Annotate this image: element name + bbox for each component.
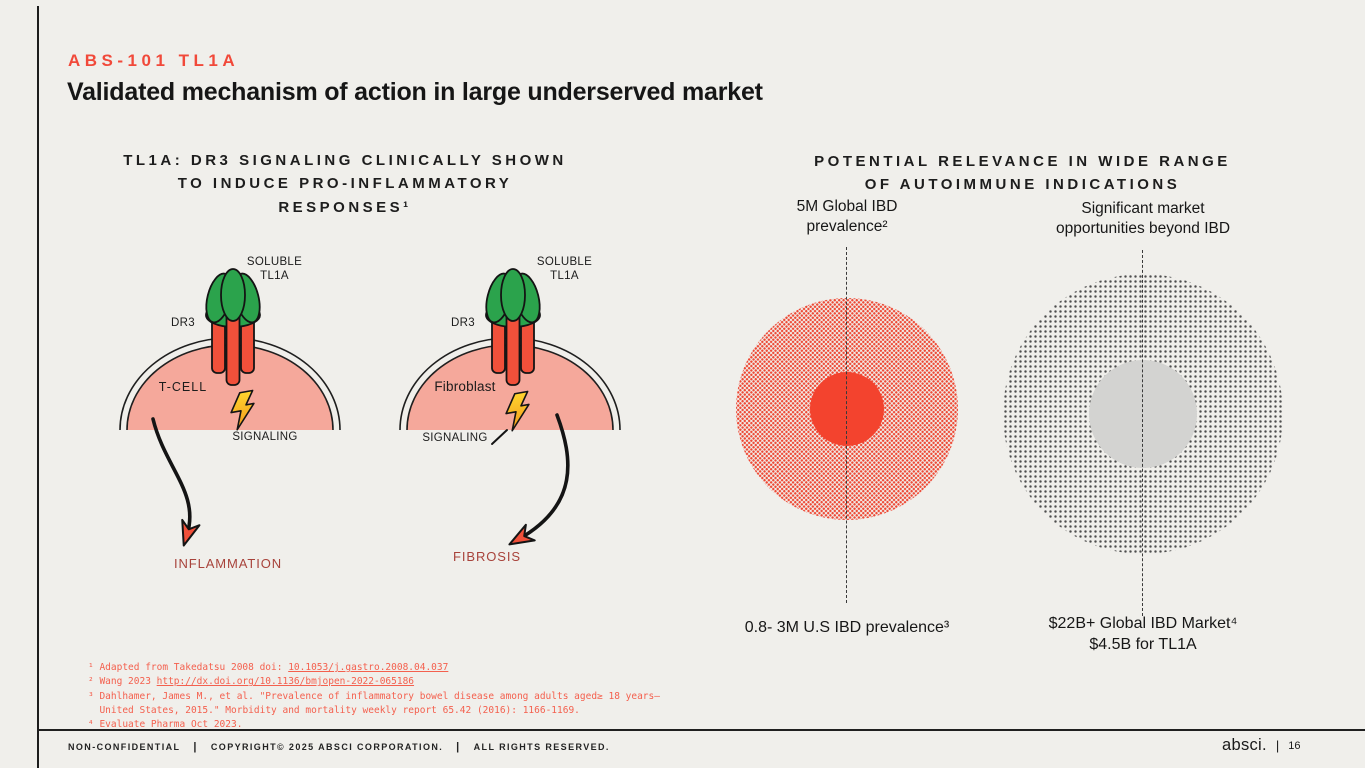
receptor-label: DR3 [451, 317, 475, 329]
footnote-text: ¹ Adapted from Takedatsu 2008 doi: [88, 662, 289, 673]
footnote-text: ² Wang 2023 [88, 676, 157, 688]
fibroblast-diagram: SOLUBLE TL1A DR3 Fibroblast SIGNALING FI… [395, 253, 645, 583]
outcome-label: INFLAMMATION [173, 556, 283, 571]
footer-separator: | [456, 741, 461, 753]
market-top-label: Significant market opportunities beyond … [1055, 200, 1231, 238]
fibroblast-mechanism-graphic [399, 268, 621, 546]
market-bottom-label: $22B+ Global IBD Market⁴ $4.5B for TL1A [1048, 615, 1238, 654]
left-edge-rule [37, 6, 39, 768]
tl1a-ligand-lobe [220, 268, 246, 322]
right-panel-heading: POTENTIAL RELEVANCE IN WIDE RANGE OF AUT… [814, 153, 1231, 194]
footnote-text: ⁴ Evaluate Pharma Oct 2023. [88, 719, 243, 730]
signaling-pointer-line [491, 429, 508, 445]
footer-confidentiality: NON-CONFIDENTIAL [68, 742, 181, 752]
signaling-label: SIGNALING [422, 432, 488, 444]
signaling-label: SIGNALING [232, 431, 298, 443]
outcome-arrow [508, 413, 570, 546]
ibd-us-prevalence-inner-circle [810, 372, 884, 446]
footer-legal: NON-CONFIDENTIAL | COPYRIGHT© 2025 ABSCI… [68, 741, 610, 753]
tl1a-ligand-lobe [500, 268, 526, 322]
footnote-4: ⁴ Evaluate Pharma Oct 2023. [88, 718, 660, 732]
tcell-diagram: SOLUBLE TL1A DR3 T-CELL SIGNALING INFLAM… [115, 253, 365, 583]
footer-copyright: COPYRIGHT© 2025 ABSCI CORPORATION. [210, 742, 444, 752]
footnote-2: ² Wang 2023 http://dx.doi.org/10.1136/bm… [88, 675, 660, 689]
ibd-prevalence-bottom-label: 0.8- 3M U.S IBD prevalence³ [744, 619, 950, 636]
cell-body [407, 345, 613, 430]
ligand-label: SOLUBLE TL1A [246, 256, 303, 283]
footer-separator: | [193, 741, 198, 753]
outcome-label: FIBROSIS [453, 549, 521, 564]
slide-title: Validated mechanism of action in large u… [67, 78, 763, 106]
absci-logo: absci. [1222, 736, 1267, 754]
footer-brand: absci. | 16 [1222, 736, 1301, 755]
slide-eyebrow: ABS-101 TL1A [68, 51, 240, 70]
signaling-bolt-icon [230, 389, 255, 431]
dr3-receptor-bar [225, 311, 241, 386]
receptor-label: DR3 [171, 317, 195, 329]
ligand-label: SOLUBLE TL1A [536, 256, 593, 283]
cell-name-label: T-CELL [158, 380, 208, 394]
page-number: 16 [1288, 739, 1301, 752]
left-panel-heading: TL1A: DR3 SIGNALING CLINICALLY SHOWN TO … [123, 152, 567, 216]
footnote-1: ¹ Adapted from Takedatsu 2008 doi: 10.10… [88, 661, 660, 675]
market-inner-circle [1089, 360, 1197, 468]
dr3-receptor-bar [505, 311, 521, 386]
ibd-prevalence-top-label: 5M Global IBD prevalence² [796, 198, 898, 236]
cell-body [127, 345, 333, 430]
outcome-arrow [151, 417, 201, 547]
signaling-bolt-icon [505, 390, 530, 432]
footnote-3: ³ Dahlhamer, James M., et al. "Prevalenc… [88, 690, 660, 719]
footnote-text: ³ Dahlhamer, James M., et al. "Prevalenc… [88, 690, 660, 716]
footer-divider [37, 729, 1365, 731]
footer-rights: ALL RIGHTS RESERVED. [473, 742, 610, 752]
cell-name-label: Fibroblast [434, 379, 496, 394]
footnote-url-link[interactable]: http://dx.doi.org/10.1136/bmjopen-2022-0… [156, 676, 415, 688]
tcell-mechanism-graphic [119, 268, 341, 547]
market-circle-axis-line [1142, 250, 1143, 616]
footer-separator: | [1275, 738, 1280, 753]
ibd-circle-axis-line [846, 247, 847, 603]
footnote-doi-link[interactable]: 10.1053/j.gastro.2008.04.037 [288, 662, 449, 673]
footnotes: ¹ Adapted from Takedatsu 2008 doi: 10.10… [88, 661, 660, 732]
